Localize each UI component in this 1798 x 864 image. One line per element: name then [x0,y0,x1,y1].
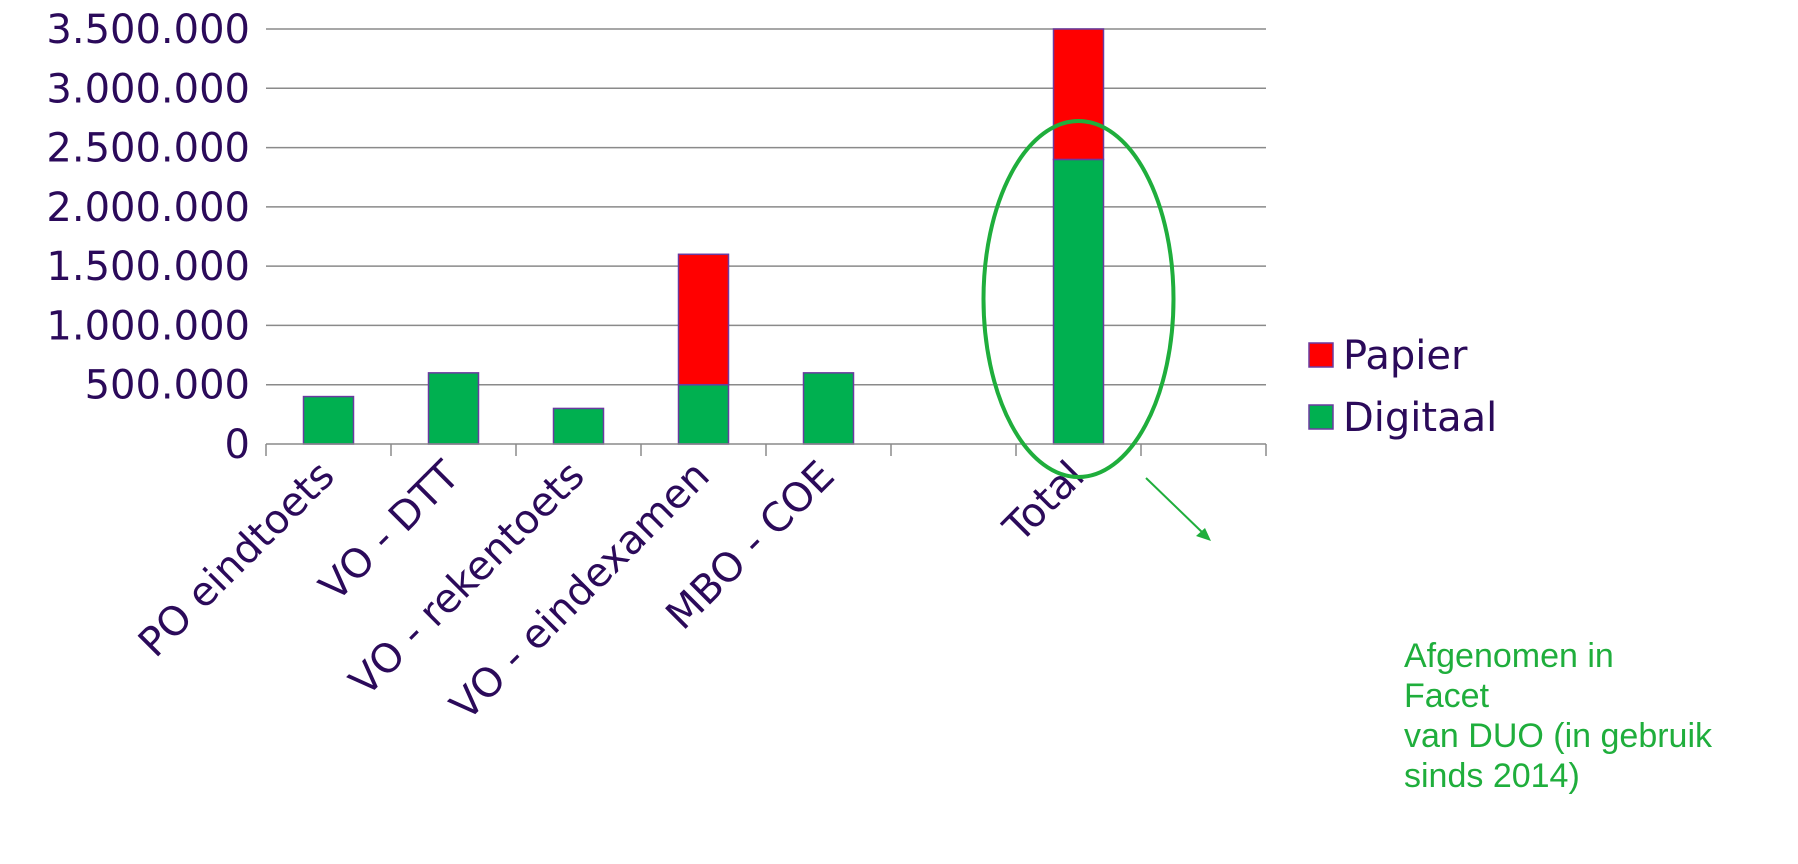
bar-digitaal [552,407,605,445]
legend-label: Digitaal [1343,395,1497,441]
annotation-arrowhead [1196,528,1211,541]
bar-digitaal [1052,158,1105,445]
y-tick-label: 3.000.000 [46,66,250,112]
gridlines [266,28,1266,386]
highlight-group [981,119,1211,541]
legend-swatch [1308,404,1334,430]
x-category-label: PO eindtoets [130,453,344,667]
bars [302,28,1105,445]
x-category-label: VO - rekentoets [341,453,594,706]
y-tick-label: 2.500.000 [46,126,250,172]
legend-swatch [1308,342,1334,368]
annotation-arrow-line [1145,477,1205,535]
annotation-text: Afgenomen in Facet van DUO (in gebruik s… [1404,637,1713,795]
y-axis-tick-labels: 0 500.000 1.000.000 1.500.000 2.000.000 2.500… [46,7,250,468]
legend-label: Papier [1343,333,1468,379]
bar-papier [677,253,730,386]
y-tick-label: 500.000 [85,363,250,409]
y-tick-label: 2.000.000 [46,185,250,231]
highlight-ellipse [981,119,1176,479]
x-axis [265,443,1267,456]
bar-digitaal [427,372,480,445]
bar-digitaal [677,383,730,445]
bar-digitaal [302,395,355,445]
bar-digitaal [802,372,855,445]
legend: Papier Digitaal [1308,333,1497,441]
bar-papier [1052,28,1105,161]
x-category-label: Total [994,453,1093,552]
y-tick-label: 1.500.000 [46,244,250,290]
y-tick-label: 0 [225,422,250,468]
y-tick-label: 3.500.000 [46,7,250,53]
y-tick-label: 1.000.000 [46,303,250,349]
